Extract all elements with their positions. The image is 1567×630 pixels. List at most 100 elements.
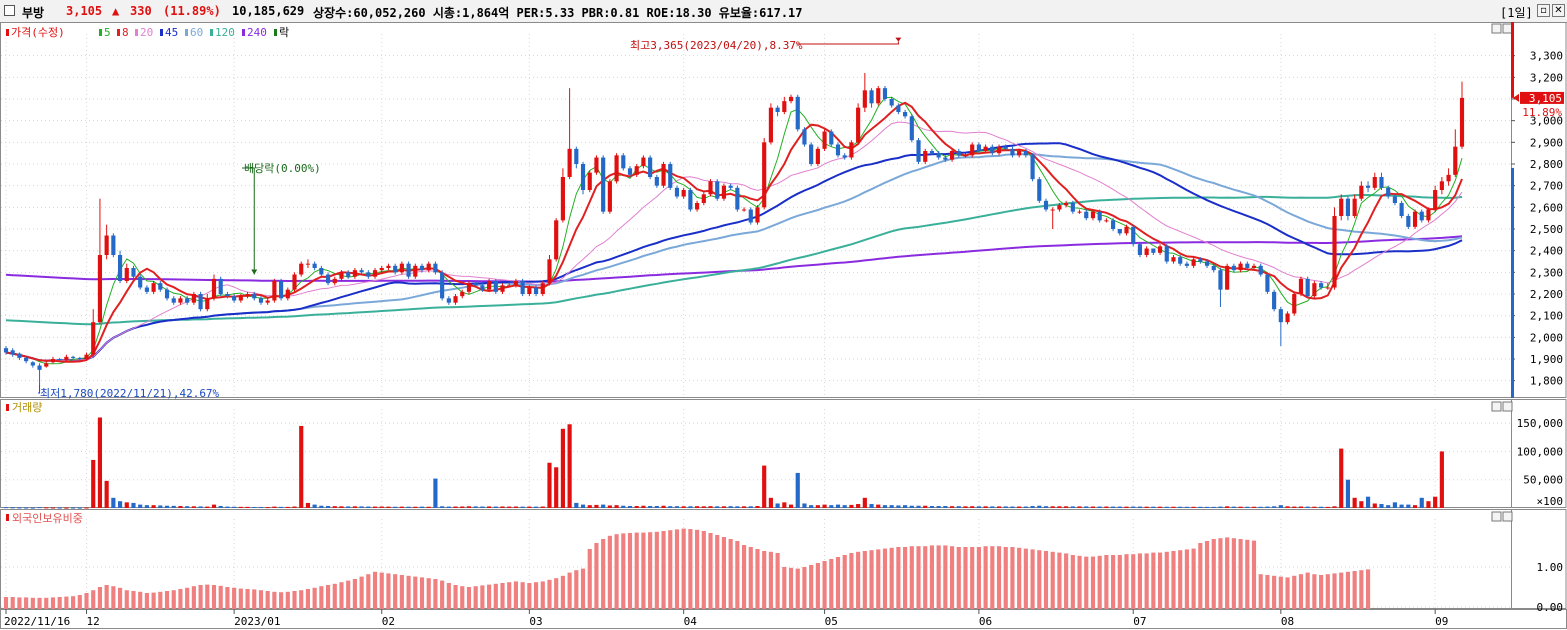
volume-bar — [1104, 506, 1109, 508]
volume-bar — [1392, 502, 1397, 508]
foreign-ratio-bar — [1265, 575, 1270, 609]
foreign-ratio-bar — [198, 585, 203, 609]
volume-bar — [695, 506, 700, 508]
volume-bar — [379, 506, 384, 508]
candle-body — [835, 144, 841, 156]
volume-bar — [654, 506, 659, 508]
date-tick-label: 05 — [825, 615, 838, 628]
volume-bar — [211, 504, 217, 508]
candle-body — [1064, 203, 1069, 206]
period-selector[interactable]: [1일] — [1500, 6, 1533, 20]
candle-body — [211, 278, 217, 299]
select-checkbox[interactable] — [4, 5, 15, 16]
volume-bar — [131, 502, 136, 508]
foreign-ratio-bar — [1251, 540, 1257, 609]
foreign-ratio-bar — [24, 597, 29, 609]
candle-body — [862, 90, 867, 108]
volume-bar — [332, 506, 337, 508]
price-range-down-bar — [1511, 167, 1514, 398]
volume-bar — [909, 505, 914, 508]
volume-bar — [359, 506, 364, 508]
foreign-ratio-bar — [1057, 552, 1062, 609]
volume-bar — [372, 506, 378, 508]
close-icon[interactable]: ✕ — [1552, 4, 1565, 17]
foreign-ratio-bar — [748, 547, 753, 609]
volume-bar — [641, 505, 646, 508]
candle-body — [1017, 151, 1022, 156]
stock-stats: 상장수:60,052,260 시총:1,864억 PER:5.33 PBR:0.… — [313, 6, 803, 20]
foreign-ratio-bar — [554, 578, 559, 609]
date-tick-label: 12 — [87, 615, 100, 628]
candle-body — [406, 263, 411, 277]
volume-bar — [815, 505, 820, 508]
volume-tick-label: 150,000 — [1517, 417, 1563, 430]
candle-body — [205, 298, 210, 310]
volume-bar — [198, 506, 203, 508]
foreign-ratio-bar — [547, 579, 552, 609]
foreign-ratio-bar — [10, 597, 15, 609]
volume-bar — [1238, 506, 1243, 508]
candle-body — [1446, 174, 1451, 182]
candle-body — [1433, 190, 1438, 210]
volume-bar — [1218, 506, 1223, 508]
foreign-panel-axis — [1511, 509, 1567, 609]
volume-bar — [755, 506, 760, 508]
foreign-ratio-bar — [124, 590, 129, 609]
foreign-ratio-bar — [876, 549, 881, 609]
volume-bar — [399, 506, 404, 508]
foreign-ratio-bar — [171, 590, 176, 609]
foreign-ratio-bar — [1144, 553, 1149, 609]
candle-body — [1191, 259, 1196, 266]
low-annotation-arrow — [38, 385, 41, 394]
foreign-ratio-bar — [607, 535, 612, 609]
foreign-ratio-bar — [191, 586, 196, 609]
candle-body — [1225, 265, 1230, 290]
foreign-ratio-bar — [1003, 547, 1008, 609]
foreign-ratio-bar — [218, 585, 223, 609]
volume-bar — [547, 462, 552, 508]
foreign-ratio-bar — [869, 550, 874, 609]
volume-bar — [178, 506, 183, 508]
volume-bar — [996, 506, 1002, 508]
candle-body — [426, 263, 431, 271]
candle-body — [607, 181, 612, 212]
volume-bar — [1345, 479, 1351, 508]
volume-bar — [245, 506, 250, 508]
volume-bar — [1191, 506, 1196, 508]
volume-bar — [721, 506, 727, 508]
restore-icon[interactable]: ▫ — [1537, 4, 1550, 17]
volume-bar — [151, 505, 156, 508]
volume-bar — [225, 506, 230, 508]
foreign-ratio-bar — [299, 590, 304, 609]
volume-bar — [533, 506, 539, 508]
foreign-ratio-bar — [232, 587, 237, 609]
foreign-ratio-bar — [44, 597, 49, 609]
foreign-ratio-bar — [634, 532, 639, 609]
candle-body — [50, 359, 56, 363]
candle-body — [1157, 246, 1163, 253]
price-tick-label: 2,800 — [1530, 158, 1563, 171]
ma-line-120 — [5, 193, 1463, 326]
volume-bar — [1372, 503, 1377, 508]
foreign-ratio-bar — [440, 580, 445, 609]
volume-bar — [741, 506, 747, 508]
candle-body — [24, 357, 29, 362]
foreign-ratio-bar — [1171, 551, 1176, 609]
volume-bar — [782, 502, 787, 508]
volume-bar — [104, 480, 109, 508]
foreign-ratio-bar — [91, 590, 96, 609]
volume-bar — [1198, 506, 1203, 508]
foreign-ratio-bar — [1151, 552, 1156, 609]
foreign-ratio-bar — [574, 570, 579, 609]
candle-body — [507, 285, 512, 287]
volume-bar — [715, 506, 720, 508]
volume-bar — [386, 506, 391, 508]
volume-bar — [1412, 505, 1418, 508]
volume-bar — [527, 506, 532, 508]
candle-body — [493, 281, 498, 292]
legend-ma-swatch — [210, 29, 213, 36]
volume-bar — [701, 506, 706, 508]
volume-bar — [513, 506, 519, 508]
high-arrow-icon — [895, 37, 902, 42]
candle-body — [1164, 246, 1169, 262]
